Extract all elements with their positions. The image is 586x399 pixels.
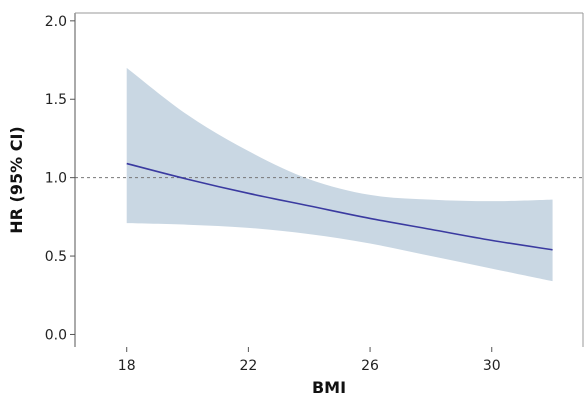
y-axis-title: HR (95% CI) bbox=[7, 126, 26, 233]
ci-band-layer bbox=[126, 67, 553, 282]
x-tick-label: 22 bbox=[239, 358, 257, 374]
y-tick-label: 2.0 bbox=[45, 14, 67, 30]
x-tick-label: 26 bbox=[361, 358, 379, 374]
x-tick-label: 18 bbox=[118, 358, 136, 374]
x-tick-label: 30 bbox=[483, 358, 501, 374]
hazard-ratio-line bbox=[126, 162, 553, 251]
y-tick-label: 1.5 bbox=[45, 92, 67, 108]
y-tick-label: 1.0 bbox=[45, 171, 67, 187]
x-axis-title: BMI bbox=[312, 378, 346, 397]
axis-ticks: 0.0 0.5 1.0 1.5 2.0 18 22 26 30 bbox=[45, 14, 501, 374]
y-tick-label: 0.0 bbox=[45, 327, 67, 343]
y-tick-label: 0.5 bbox=[45, 249, 67, 265]
plot-frame bbox=[74, 12, 584, 347]
confidence-band bbox=[126, 67, 553, 282]
hr-line-layer bbox=[126, 162, 553, 251]
